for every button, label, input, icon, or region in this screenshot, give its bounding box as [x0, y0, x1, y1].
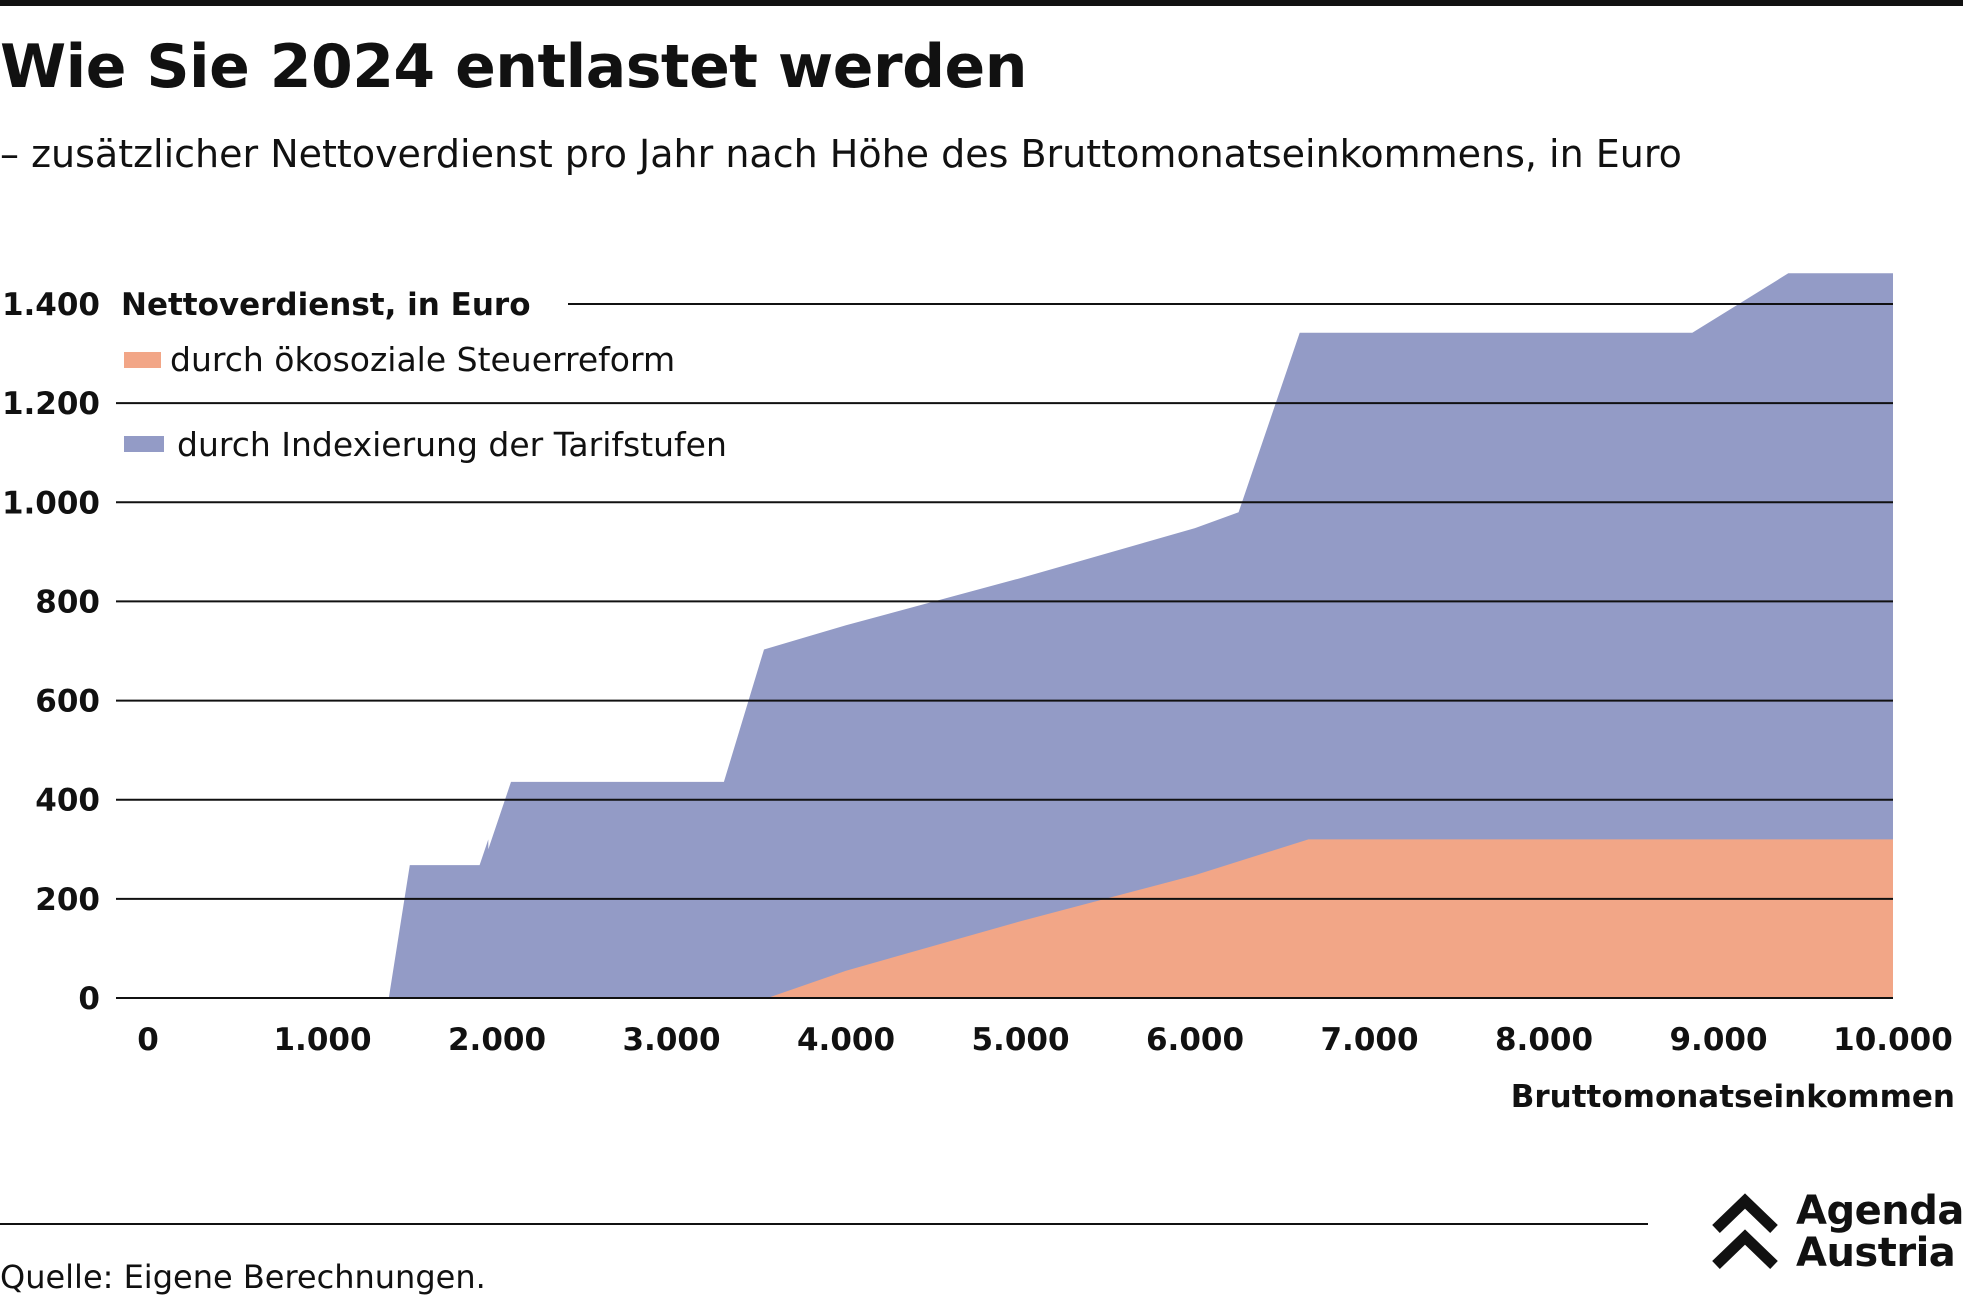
- y-tick-label: 1.200: [2, 386, 100, 422]
- logo-wordmark: Agenda Austria: [1796, 1190, 1963, 1274]
- logo-line-2: Austria: [1796, 1230, 1956, 1276]
- y-axis-ticks: 0 200 400 600 800 1.000 1.200 1.400: [2, 287, 100, 1017]
- x-axis-label: Bruttomonatseinkommen: [1511, 1079, 1955, 1115]
- y-tick-label: 800: [35, 584, 100, 620]
- x-tick-label: 2.000: [448, 1022, 546, 1058]
- x-tick-label: 6.000: [1146, 1022, 1244, 1058]
- y-tick-label: 1.400: [2, 287, 100, 323]
- x-axis-ticks: 0 1.000 2.000 3.000 4.000 5.000 6.000 7.000 8.00…: [137, 1022, 1953, 1058]
- area-layer: [388, 273, 1893, 998]
- y-tick-label: 600: [35, 684, 100, 720]
- y-tick-label: 200: [35, 882, 100, 918]
- bottom-rule: [0, 1223, 1648, 1225]
- x-tick-label: 4.000: [797, 1022, 895, 1058]
- area-chart: 0 200 400 600 800 1.000 1.200 1.400 0 1.000 2.000…: [2, 273, 1955, 1115]
- gridlines: [116, 303, 1893, 999]
- legend-swatch-steuerreform: [124, 352, 161, 368]
- x-tick-label: 1.000: [273, 1022, 371, 1058]
- legend-title: Nettoverdienst, in Euro: [121, 287, 531, 323]
- y-tick-label: 0: [78, 981, 100, 1017]
- logo-chevron-icon: [1712, 1193, 1778, 1269]
- logo-line-1: Agenda: [1796, 1188, 1963, 1234]
- legend: Nettoverdienst, in Euro durch ökosoziale …: [121, 287, 727, 464]
- chart-title: Wie Sie 2024 entlastet werden: [0, 32, 1027, 102]
- x-tick-label: 3.000: [622, 1022, 720, 1058]
- x-tick-label: 8.000: [1495, 1022, 1593, 1058]
- top-rule: [0, 0, 1963, 6]
- x-tick-label: 9.000: [1669, 1022, 1767, 1058]
- x-tick-label: 7.000: [1320, 1022, 1418, 1058]
- y-tick-label: 400: [35, 783, 100, 819]
- legend-label-steuerreform: durch ökosoziale Steuerreform: [170, 340, 675, 379]
- x-tick-label: 10.000: [1833, 1022, 1953, 1058]
- chart-subtitle: – zusätzlicher Nettoverdienst pro Jahr n…: [0, 132, 1682, 176]
- area-steuerreform: [767, 839, 1893, 998]
- area-indexierung: [388, 273, 1893, 998]
- agenda-austria-logo: Agenda Austria: [1710, 1190, 1963, 1280]
- source-note: Quelle: Eigene Berechnungen.: [0, 1258, 486, 1296]
- x-tick-label: 0: [137, 1022, 159, 1058]
- legend-swatch-indexierung: [124, 436, 164, 452]
- x-tick-label: 5.000: [971, 1022, 1069, 1058]
- legend-label-indexierung: durch Indexierung der Tarifstufen: [177, 425, 727, 464]
- y-tick-label: 1.000: [2, 485, 100, 521]
